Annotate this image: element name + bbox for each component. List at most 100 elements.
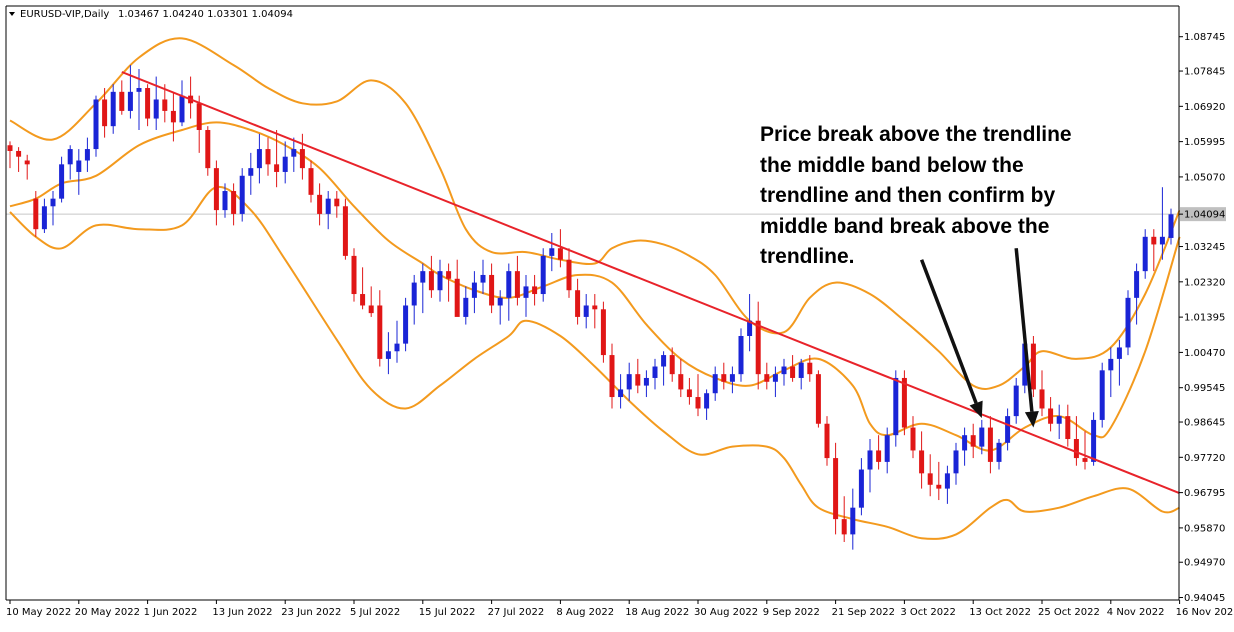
candle-body [858,469,864,508]
candle-body [996,442,1002,462]
candle-body [962,435,968,451]
candle-body [489,274,495,306]
candle-body [893,377,899,436]
candle-body [256,149,262,169]
candle [1039,370,1045,417]
candle [1013,377,1019,424]
candle [532,274,538,306]
candle-body [540,255,546,295]
candle [291,137,297,172]
candle-body [618,389,624,398]
price-axis: 1.08745 1.07845 1.06920 1.05995 1.05070 1.040… [1179,32,1226,604]
candle [609,343,615,409]
time-tick-label: 18 Aug 2022 [625,607,689,618]
candle-body [411,282,417,306]
candle-body [953,450,959,474]
price-tick-label: 1.04094 [1184,210,1225,221]
candle [428,255,434,298]
candle [24,154,30,180]
candle-body [50,198,56,207]
price-tick-label: 0.94970 [1184,558,1225,569]
candle [1073,416,1079,466]
candle [170,91,176,142]
candle-body [609,355,615,398]
candle-body [1159,236,1165,245]
candle [833,442,839,535]
candle [222,183,228,218]
candle-body [454,278,460,317]
candle [592,294,598,329]
candle-body [24,160,30,165]
candle-body [205,129,211,169]
candle-body [1142,236,1148,272]
candle-body [437,271,443,291]
candle-body [1022,343,1028,386]
candle-body [514,271,520,298]
candle [411,274,417,325]
chart-frame [5,5,1180,601]
candle [738,328,744,382]
candle-body [59,164,65,199]
candle-body [446,271,452,279]
candle-body [557,248,563,260]
candle [274,129,280,188]
candle [1159,187,1165,260]
candle [876,435,882,470]
candle-body [16,150,22,157]
candle [110,84,116,134]
candle [970,423,976,459]
time-tick-label: 8 Aug 2022 [556,607,614,618]
candle [566,248,572,298]
candle [119,80,125,115]
candle-body [695,397,701,409]
candle [901,370,907,436]
bollinger-upper-band [9,37,1181,390]
price-tick-label: 1.05995 [1184,137,1225,148]
candle-body [1125,297,1131,348]
price-tick-label: 1.03245 [1184,242,1225,253]
candle [523,274,529,317]
candle-body [463,297,469,317]
candle [205,126,211,176]
candle [437,259,443,302]
candle-body [566,259,572,291]
candle [1048,397,1054,432]
candle-body [901,377,907,428]
candle [480,259,486,295]
candle-body [867,450,873,470]
annotation-line: Price break above the trendline [760,123,1072,146]
candle [16,147,22,172]
candle [231,183,237,226]
candle-body [686,389,692,398]
candle [497,290,503,325]
dropdown-triangle-icon[interactable] [9,12,15,16]
price-tick-label: 0.94045 [1184,593,1225,604]
candle [145,84,151,127]
candle-body [33,198,39,230]
time-tick-label: 21 Sep 2022 [832,607,895,618]
candle [979,419,985,455]
candle [944,465,950,504]
candle-body [1091,419,1097,462]
candle [385,332,391,375]
candle [342,198,348,260]
candle-body [772,374,778,382]
time-tick-label: 13 Oct 2022 [969,607,1031,618]
annotation-line: trendline and then confirm by [760,184,1056,207]
candle [1125,290,1131,356]
time-tick-label: 9 Sep 2022 [763,607,820,618]
candle [256,133,262,184]
candle-body [1073,439,1079,459]
candle-body [196,103,202,130]
candle [618,374,624,409]
symbol-label: EURUSD-VIP,Daily [20,9,109,20]
candle-body [944,473,950,489]
candle-body [325,198,331,214]
candle-body [506,271,512,298]
time-tick-label: 25 Oct 2022 [1038,607,1100,618]
candle-body [41,206,47,230]
candle-body [239,175,245,214]
annotation-text: Price break above the trendline the midd… [760,120,1120,273]
candle [514,255,520,306]
candle-body [334,198,340,207]
